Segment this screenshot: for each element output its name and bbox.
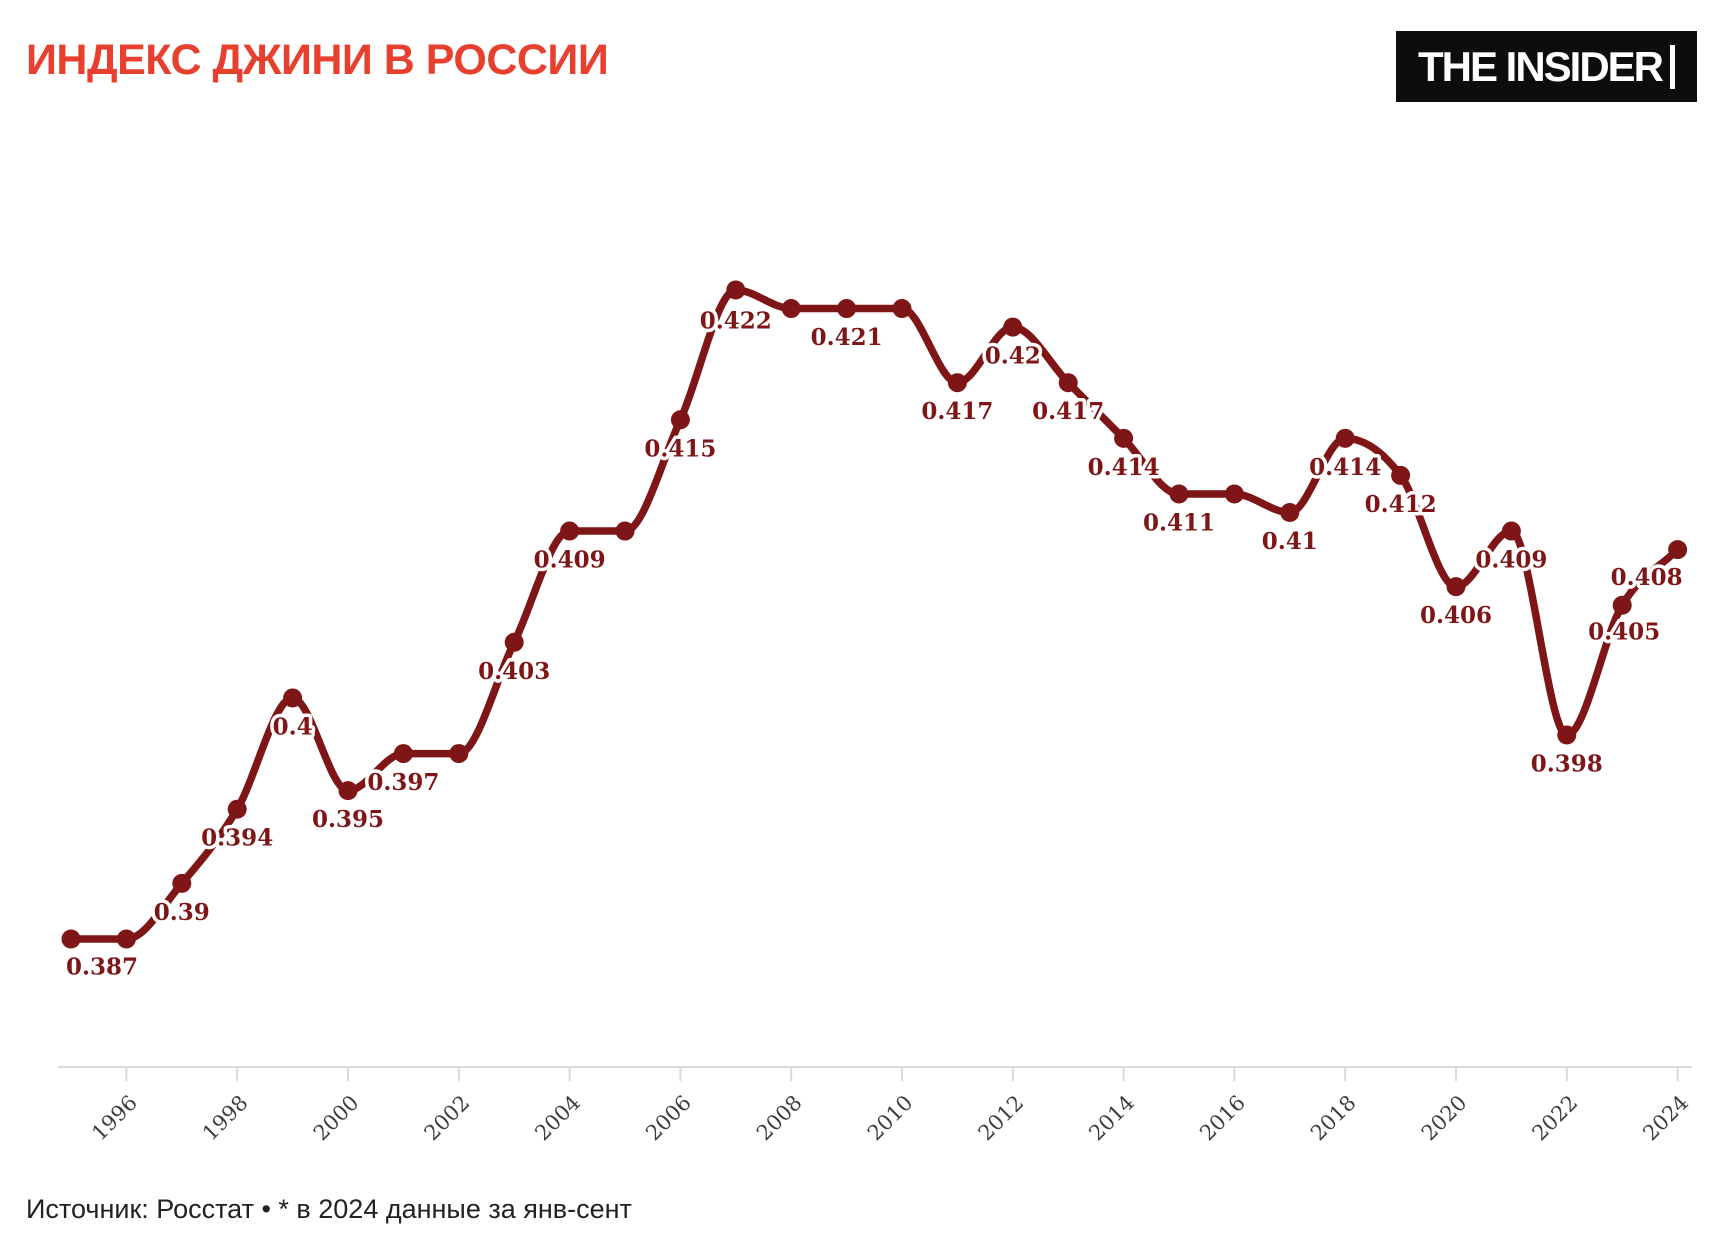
data-point-marker [1169,484,1189,504]
data-point-marker [172,873,192,893]
x-axis-tick-label: 2018 [1306,1091,1361,1146]
data-point-marker [1446,577,1466,597]
x-axis-tick-label: 2006 [641,1091,696,1146]
data-point-marker [1668,540,1688,560]
data-point-marker [781,299,801,319]
data-point-label: 0.415 [644,435,716,462]
x-axis-tick-label: 1996 [87,1091,142,1146]
data-point-label: 0.421 [811,324,883,351]
data-point-marker [283,688,303,708]
data-point-marker [116,929,136,949]
x-axis-tick-label: 1998 [198,1091,253,1146]
data-point-marker [1280,503,1300,523]
data-point-marker [1114,428,1134,448]
x-axis-tick-label: 2022 [1528,1091,1583,1146]
data-point-label: 0.387 [66,954,138,981]
x-axis-tick-label: 2002 [420,1091,475,1146]
data-point-label: 0.406 [1420,602,1492,629]
data-point-marker [1058,373,1078,393]
data-point-label: 0.42 [985,343,1041,370]
data-point-marker [837,299,857,319]
data-point-marker [61,929,81,949]
data-point-label: 0.414 [1088,454,1160,481]
data-point-marker [615,521,635,541]
chart-title: ИНДЕКС ДЖИНИ В РОССИИ [26,36,609,84]
data-point-marker [1335,428,1355,448]
data-point-marker [227,799,247,819]
data-point-label: 0.417 [921,398,993,425]
x-axis-tick-label: 2016 [1195,1091,1250,1146]
x-axis-tick-label: 2010 [863,1091,918,1146]
data-point-marker [560,521,580,541]
data-point-label: 0.41 [1262,528,1318,555]
data-point-marker [393,744,413,764]
logo-cursor-bar [1670,44,1676,89]
data-point-label: 0.395 [312,806,384,833]
data-point-marker [1224,484,1244,504]
data-point-marker [1557,725,1577,745]
data-point-marker [338,781,358,801]
data-point-label: 0.4 [273,713,313,740]
data-point-label: 0.414 [1309,454,1381,481]
data-point-marker [892,299,912,319]
x-axis-tick-label: 2004 [530,1091,585,1146]
data-point-marker [670,410,690,430]
data-point-marker [1391,465,1411,485]
logo-text: THE INSIDER [1417,42,1664,90]
data-point-label: 0.405 [1588,619,1660,646]
data-point-marker [947,373,967,393]
data-point-label: 0.417 [1032,398,1104,425]
data-point-label: 0.39 [154,899,210,926]
x-axis-tick-label: 2000 [309,1091,364,1146]
data-point-label: 0.394 [201,825,273,852]
x-axis-tick-label: 2024 [1638,1091,1693,1146]
x-axis-tick-label: 2012 [974,1091,1029,1146]
x-axis-tick-label: 2020 [1417,1091,1472,1146]
data-point-marker [449,744,469,764]
data-point-label: 0.397 [367,769,439,796]
data-point-label: 0.422 [700,307,772,334]
data-point-marker [1501,521,1521,541]
data-point-marker [726,280,746,300]
data-point-label: 0.412 [1365,491,1437,518]
data-point-label: 0.409 [534,547,606,574]
x-axis-tick-label: 2014 [1084,1091,1139,1146]
the-insider-logo: THE INSIDER [1396,31,1697,102]
data-point-label: 0.409 [1475,547,1547,574]
data-point-label: 0.403 [478,658,550,685]
data-point-label: 0.408 [1611,564,1683,591]
data-point-label: 0.398 [1531,751,1603,778]
data-point-marker [504,632,524,652]
data-point-marker [1003,317,1023,337]
data-point-label: 0.411 [1143,509,1215,536]
x-axis-tick-label: 2008 [752,1091,807,1146]
source-note: Источник: Росстат • * в 2024 данные за я… [26,1194,632,1224]
data-point-marker [1612,595,1632,615]
